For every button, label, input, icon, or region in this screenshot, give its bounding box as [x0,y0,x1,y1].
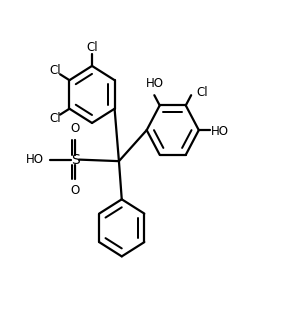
Text: O: O [70,184,80,197]
Text: S: S [71,153,80,167]
Text: Cl: Cl [86,41,98,54]
Text: Cl: Cl [196,86,208,99]
Text: HO: HO [26,153,44,166]
Text: HO: HO [211,125,229,138]
Text: Cl: Cl [49,111,61,125]
Text: O: O [70,122,80,135]
Text: HO: HO [146,77,164,90]
Text: Cl: Cl [49,64,61,77]
